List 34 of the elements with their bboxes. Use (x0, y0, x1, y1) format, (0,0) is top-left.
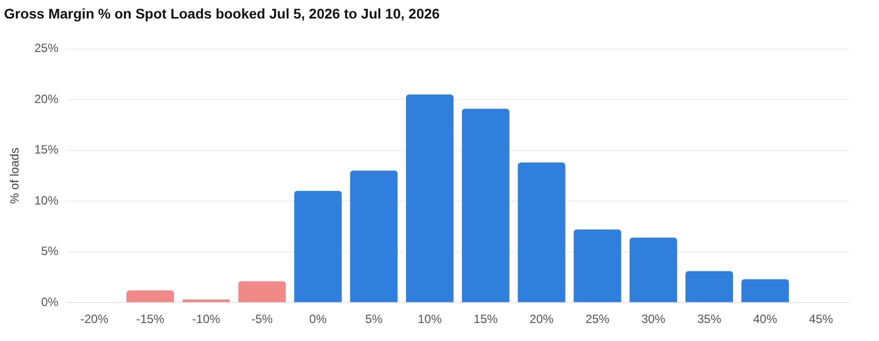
x-tick-label: 30% (641, 312, 666, 326)
bar (630, 238, 678, 302)
x-tick-label: 25% (585, 312, 610, 326)
bar (574, 230, 622, 302)
bar (741, 279, 789, 302)
x-tick-label: 20% (530, 312, 554, 326)
y-axis-title: % of loads (8, 148, 22, 204)
bar (350, 170, 398, 302)
x-tick-label: 40% (753, 312, 778, 326)
x-tick-label: -5% (251, 312, 274, 326)
x-tick-label: 45% (809, 312, 834, 326)
y-tick-label: 20% (34, 92, 59, 106)
bar (126, 290, 174, 302)
y-tick-label: 25% (34, 41, 59, 56)
x-tick-label: 10% (418, 312, 442, 326)
y-tick-label: 5% (41, 244, 59, 258)
bar (182, 300, 230, 302)
y-tick-label: 15% (34, 142, 59, 157)
chart-title: Gross Margin % on Spot Loads booked Jul 5, 2026 to Jul 10, 2026 (4, 5, 440, 22)
bar (685, 271, 734, 302)
bar (518, 162, 566, 302)
y-tick-label: 0% (41, 294, 59, 309)
x-tick-label: 15% (474, 312, 498, 326)
x-tick-label: -10% (192, 312, 220, 326)
y-tick-label: 10% (34, 193, 59, 208)
bar (406, 94, 454, 302)
bar (238, 281, 286, 302)
x-tick-label: 0% (309, 312, 327, 326)
bar (294, 190, 342, 302)
bar (462, 108, 510, 302)
x-tick-label: 35% (697, 312, 722, 326)
x-tick-label: -15% (136, 312, 165, 326)
x-tick-label: 5% (365, 312, 383, 326)
x-tick-label: -20% (80, 312, 109, 326)
